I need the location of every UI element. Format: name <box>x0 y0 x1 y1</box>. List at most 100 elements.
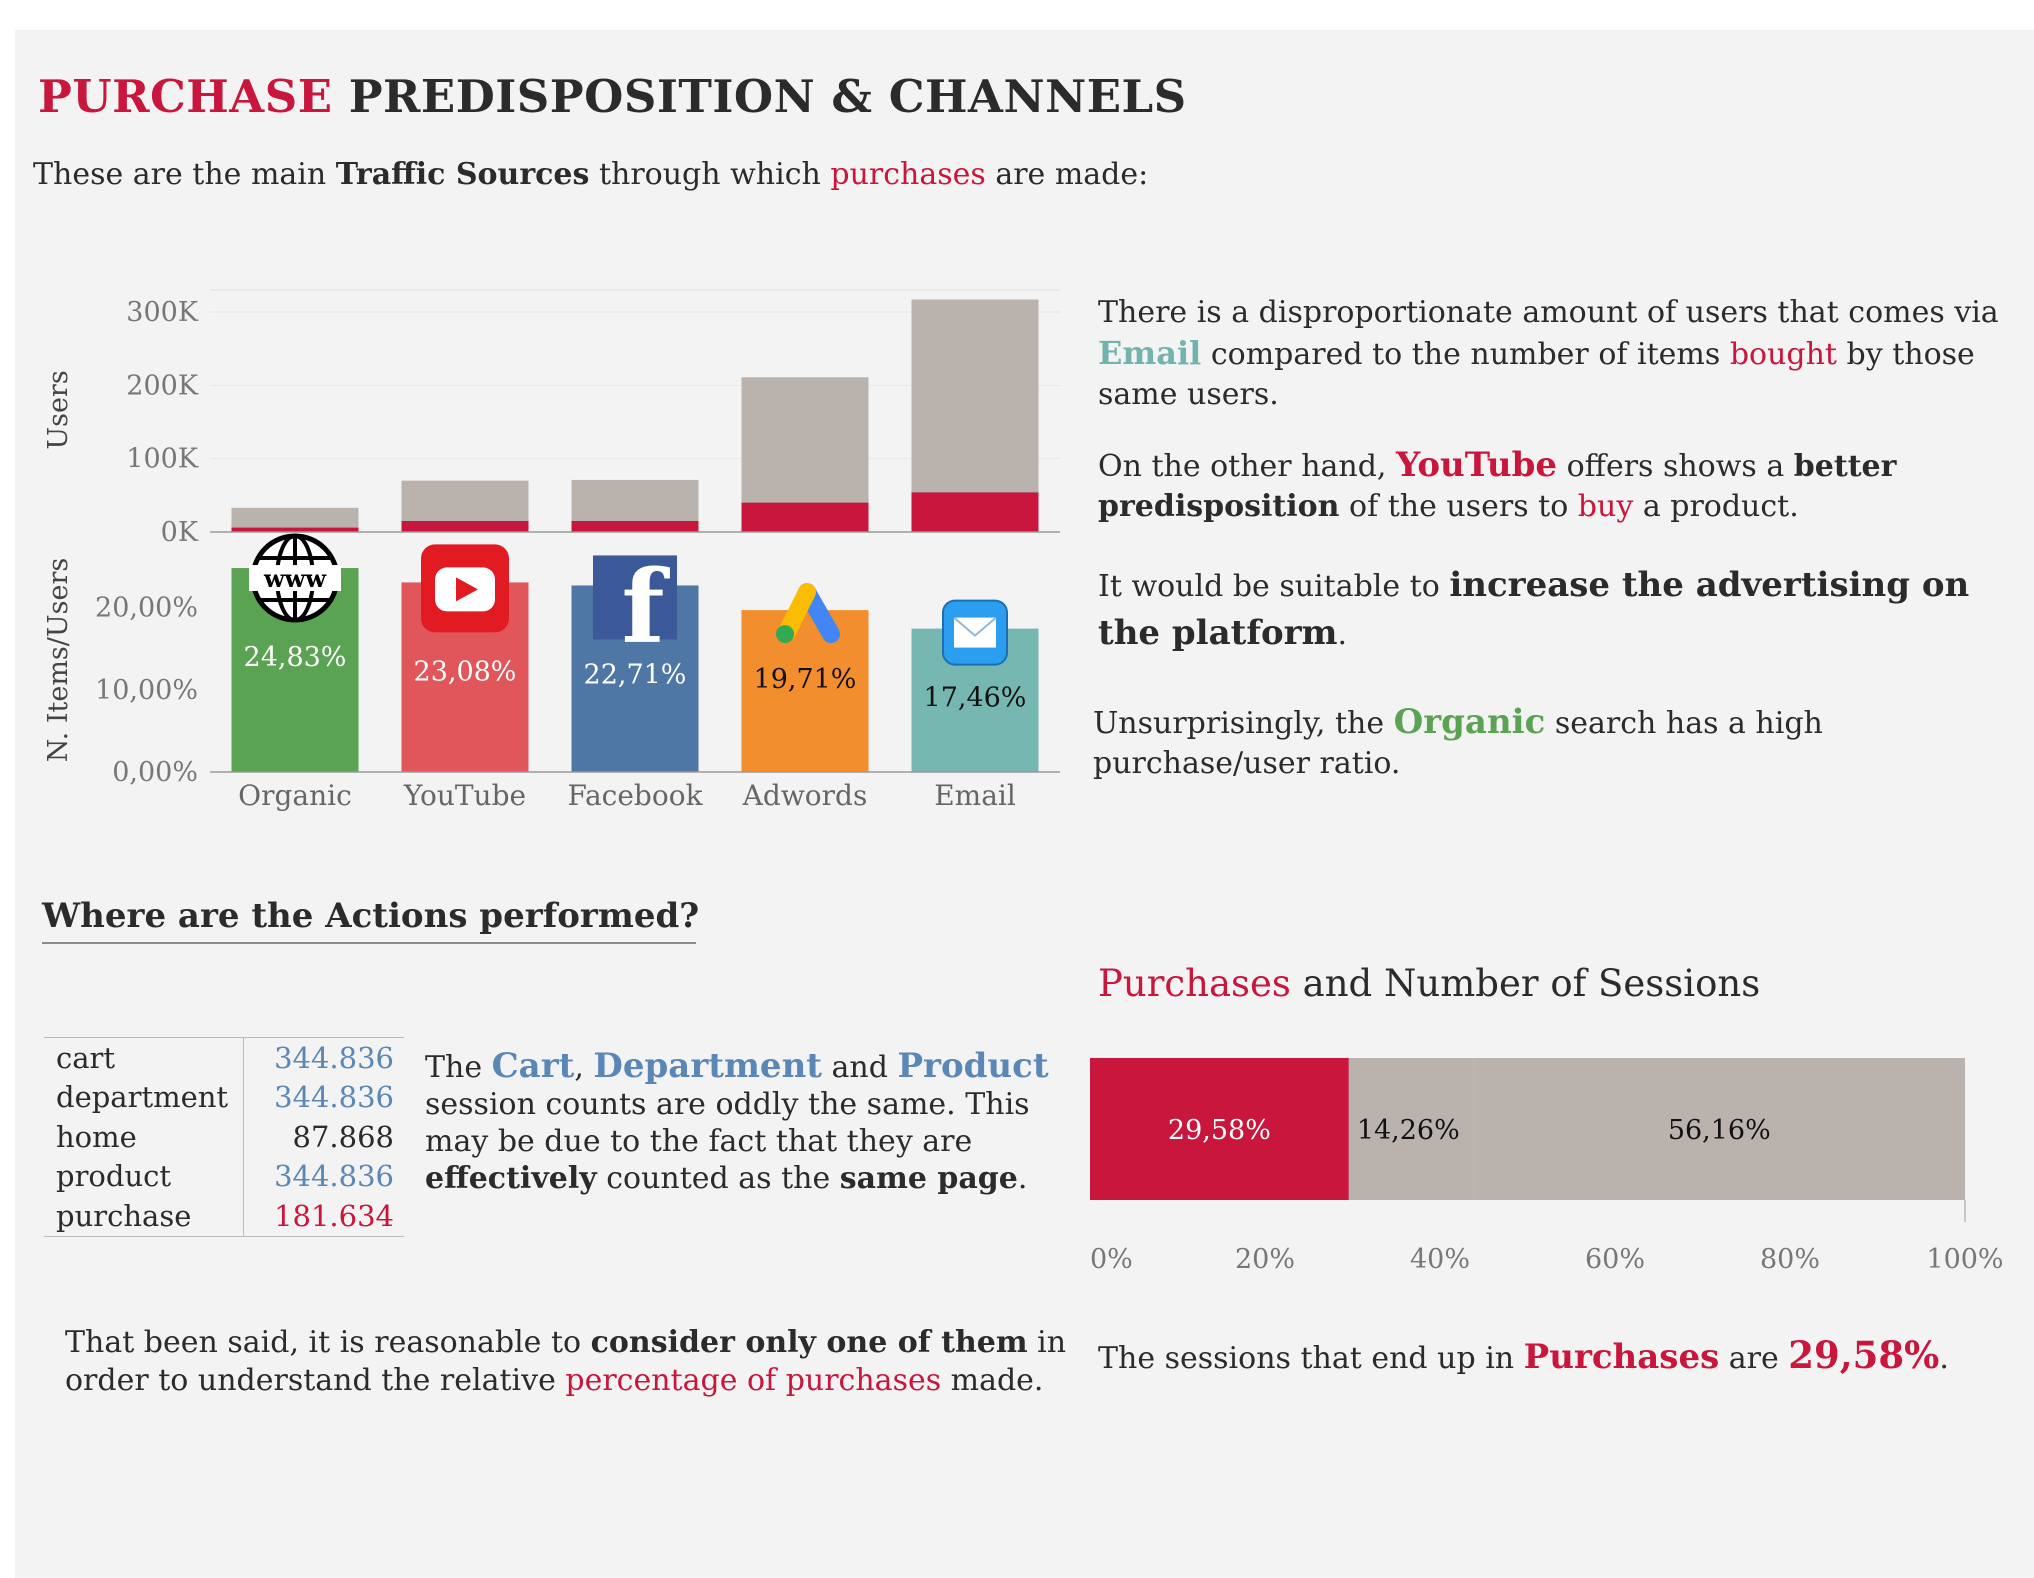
insight-text: search has a high purchase/user ratio. <box>1093 706 1823 781</box>
users-axis-label: Users <box>43 370 74 449</box>
youtube-icon <box>421 544 509 633</box>
ratio-tick-label: 0,00% <box>112 757 198 788</box>
table-row: cart 344.836 <box>44 1038 404 1078</box>
summary-purchases-highlight: Purchases <box>1523 1337 1720 1377</box>
adwords-green-dot <box>776 625 794 644</box>
note-cart-highlight: Cart <box>491 1046 575 1086</box>
insight-youtube: On the other hand, YouTube offers shows … <box>1098 445 1998 527</box>
actions-heading: Where are the Actions performed? <box>42 896 699 944</box>
sessions-data-label: 14,26% <box>1357 1115 1460 1146</box>
adwords-icon <box>776 583 840 644</box>
insight-email: There is a disproportionate amount of us… <box>1098 293 2018 415</box>
page-subtitle: These are the main Traffic Sources throu… <box>33 157 1148 192</box>
ratio-tick-label: 20,00% <box>95 593 198 624</box>
dashboard-sheet <box>15 30 2034 1578</box>
table-row: purchase 181.634 <box>44 1196 404 1236</box>
purchasers-bar <box>401 521 529 532</box>
actions-note: The Cart, Department and Product session… <box>425 1048 1065 1197</box>
purchasers-bar <box>571 521 699 532</box>
users-tick-label: 0K <box>161 517 199 548</box>
traffic-sources-chart: 300K 200K 100K 0K Users 20,00% 10,00% 0,00% N. I… <box>43 289 1060 812</box>
table-row: product 344.836 <box>44 1156 404 1196</box>
ratio-data-label: 24,83% <box>244 642 347 673</box>
subtitle-text: These are the main <box>33 157 336 192</box>
category-tick-label: Organic <box>238 779 352 812</box>
insight-bought-highlight: bought <box>1729 337 1837 372</box>
conclusion-bold: consider only one of them <box>590 1325 1028 1360</box>
sessions-data-label: 29,58% <box>1168 1115 1271 1146</box>
category-tick-label: Adwords <box>742 779 868 812</box>
category-tick-label: Facebook <box>567 779 703 812</box>
ratio-data-label: 23,08% <box>414 656 517 687</box>
page-title: PURCHASE PREDISPOSITION & CHANNELS <box>38 70 1187 123</box>
sessions-tick-label: 100% <box>1926 1244 2003 1275</box>
action-value: 344.836 <box>274 1080 394 1115</box>
note-text: counted as the <box>596 1161 840 1196</box>
summary-text: The sessions that end up in <box>1098 1341 1524 1376</box>
sessions-tick-label: 60% <box>1585 1244 1645 1275</box>
sessions-tick-label: 0% <box>1090 1244 1133 1275</box>
users-tick-label: 200K <box>126 370 199 401</box>
sessions-segment <box>1348 1058 1474 1200</box>
globe-band <box>249 565 341 592</box>
action-value: 344.836 <box>274 1040 394 1075</box>
action-name: department <box>44 1077 244 1117</box>
category-tick-label: Email <box>934 779 1016 812</box>
subtitle-text: are made: <box>985 157 1149 192</box>
sessions-segment <box>1090 1058 1349 1200</box>
title-highlight: PURCHASE <box>38 70 333 123</box>
sessions-stacked-bar-chart: 29,58% 14,26% 56,16% 0% 20% 40% 60% 80% 100% <box>1090 1058 2004 1275</box>
insight-text: It would be suitable to <box>1098 569 1450 604</box>
insight-text: a product. <box>1633 489 1799 524</box>
insight-buy-highlight: buy <box>1577 489 1634 524</box>
title-rest: PREDISPOSITION & CHANNELS <box>332 70 1187 123</box>
insight-advertising: It would be suitable to increase the adv… <box>1098 562 1998 658</box>
sessions-tick-label: 80% <box>1760 1244 1820 1275</box>
note-text: . <box>1017 1161 1028 1196</box>
insight-youtube-highlight: YouTube <box>1396 445 1558 485</box>
conclusion-text: That been said, it is reasonable to <box>65 1325 591 1360</box>
purchasers-bar <box>231 527 359 532</box>
note-text: and <box>822 1050 898 1085</box>
table-row: home 87.868 <box>44 1117 404 1157</box>
ratio-data-label: 17,46% <box>924 683 1027 714</box>
globe-label: www <box>263 564 327 593</box>
sessions-chart-title: Purchases and Number of Sessions <box>1098 962 1760 1005</box>
actions-table: cart 344.836 department 344.836 home 87.868… <box>44 1037 404 1237</box>
insight-text: of the users to <box>1339 489 1578 524</box>
sessions-title-text: and Number of Sessions <box>1290 962 1761 1005</box>
globe-www-icon: www <box>249 533 341 623</box>
note-text: session counts are oddly the same. This … <box>425 1087 1030 1159</box>
action-name: product <box>44 1156 244 1196</box>
action-name: cart <box>44 1038 244 1078</box>
conclusion-text: made. <box>941 1363 1044 1398</box>
insight-text: offers shows a <box>1557 449 1794 484</box>
ratio-axis-label: N. Items/Users <box>43 558 74 762</box>
purchasers-bar <box>911 492 1039 532</box>
adwords-yellow-stroke <box>778 583 816 642</box>
facebook-icon: f <box>593 547 677 665</box>
insight-text: Unsurprisingly, the <box>1093 706 1394 741</box>
insight-bold: increase the advertising on the platform <box>1098 565 1970 653</box>
action-value: 87.868 <box>292 1119 394 1154</box>
actions-conclusion: That been said, it is reasonable to cons… <box>65 1324 1085 1400</box>
users-tick-label: 300K <box>126 297 199 328</box>
action-value: 344.836 <box>274 1159 394 1194</box>
summary-pct-highlight: 29,58% <box>1788 1333 1940 1377</box>
ratio-tick-label: 10,00% <box>95 675 198 706</box>
email-icon <box>942 599 1008 666</box>
insight-text: . <box>1337 617 1348 652</box>
ratio-data-label: 22,71% <box>584 659 687 690</box>
insight-email-highlight: Email <box>1098 334 1202 372</box>
action-name: purchase <box>44 1196 244 1236</box>
sessions-data-label: 56,16% <box>1668 1115 1771 1146</box>
note-department-highlight: Department <box>593 1046 822 1086</box>
insight-text: by those same users. <box>1098 337 1975 412</box>
summary-text: are <box>1719 1341 1789 1376</box>
note-product-highlight: Product <box>897 1046 1049 1086</box>
note-text: The <box>425 1050 492 1085</box>
note-bold: effectively <box>425 1161 597 1196</box>
purchasers-bar <box>741 502 869 532</box>
note-bold: same page <box>839 1161 1018 1196</box>
email-flap <box>953 616 997 637</box>
